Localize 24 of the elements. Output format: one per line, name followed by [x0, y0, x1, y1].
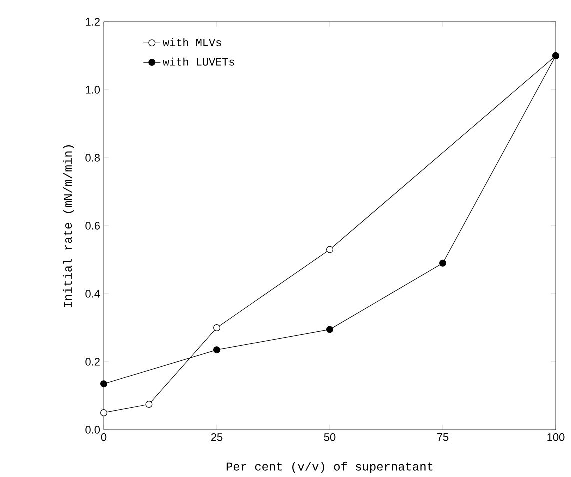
x-tick-label: 0 [101, 434, 107, 442]
x-tick-label: 75 [437, 434, 449, 442]
legend-label: with LUVETs [163, 58, 234, 66]
y-tick-label: 0.4 [86, 290, 100, 298]
y-tick-label: 1.2 [86, 18, 100, 26]
point [100, 380, 108, 388]
point [326, 326, 334, 334]
y-tick-label: 0.8 [86, 154, 100, 162]
point [326, 246, 334, 254]
y-tick-label: 0.0 [86, 426, 100, 434]
point [440, 260, 446, 268]
legend-label: with MLVs [163, 38, 222, 47]
y-tick-label: 0.6 [86, 222, 100, 230]
y-axis-title: Initial rate (mN/m/min) [63, 146, 74, 308]
x-tick-label: 50 [324, 434, 336, 442]
x-axis-title: Per cent (v/v) of supernatant [226, 462, 433, 474]
y-tick-label: 1.0 [86, 86, 100, 94]
point [146, 401, 153, 408]
point [214, 346, 220, 354]
y-tick-label: 0.2 [86, 358, 100, 366]
x-tick-label: 100 [548, 434, 565, 442]
point [214, 324, 220, 332]
point [100, 410, 108, 417]
x-tick-label: 25 [211, 434, 223, 442]
